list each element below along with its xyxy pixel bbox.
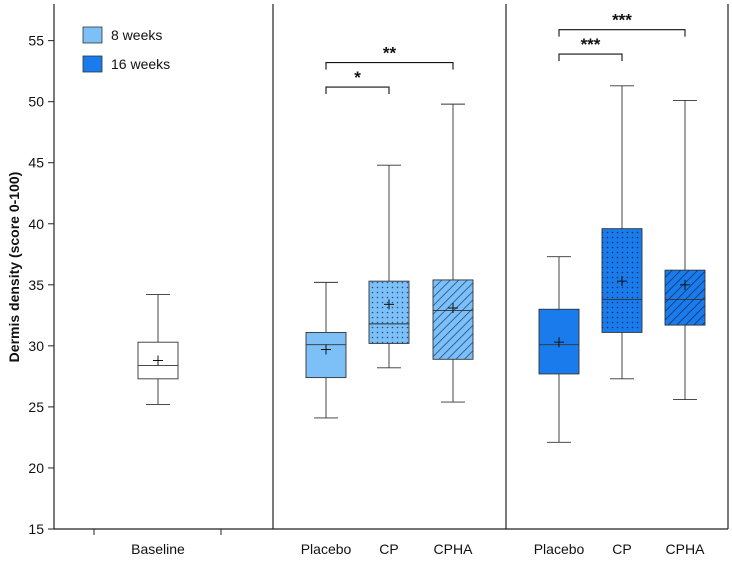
x-tick-label: Placebo	[534, 541, 585, 557]
box-iqr	[432, 279, 474, 360]
significance-label: **	[383, 44, 397, 63]
y-tick-label: 40	[28, 216, 44, 232]
box-iqr	[664, 269, 706, 326]
legend-label-8-weeks: 8 weeks	[111, 27, 162, 43]
significance-label: ***	[612, 11, 632, 30]
box-8-weeks-placebo	[305, 281, 347, 419]
y-tick-label: 15	[28, 521, 44, 537]
x-tick-label: Baseline	[131, 541, 185, 557]
legend-swatch-8-weeks	[82, 26, 103, 44]
y-axis-ticks: 15 20 25 30 35 40 45 50 55	[28, 33, 54, 537]
significance-bracket	[558, 53, 623, 62]
x-tick-label: CP	[612, 541, 631, 557]
y-tick-label: 55	[28, 33, 44, 49]
boxes	[137, 85, 706, 443]
y-tick-label: 35	[28, 277, 44, 293]
y-axis-label: Dermis density (score 0-100)	[6, 172, 22, 363]
significance-bracket	[325, 62, 454, 70]
box-8-weeks-cpha	[432, 103, 474, 403]
legend-swatch-16-weeks	[82, 55, 103, 73]
box-8-weeks-cp	[368, 164, 410, 369]
significance-bracket	[558, 29, 686, 37]
box-16-weeks-cpha	[664, 100, 706, 401]
x-tick-label: Placebo	[301, 541, 352, 557]
significance-label: ***	[581, 35, 601, 54]
box-iqr	[305, 331, 347, 379]
box-baseline-baseline	[137, 294, 179, 405]
x-tick-label: CPHA	[434, 541, 474, 557]
y-tick-label: 45	[28, 155, 44, 171]
x-tick-label: CPHA	[666, 541, 706, 557]
legend-label-16-weeks: 16 weeks	[111, 56, 170, 72]
significance-label: *	[354, 68, 361, 87]
box-16-weeks-cp	[601, 85, 643, 380]
x-axis-labels: Baseline Placebo CP CPHA Placebo CP CPHA	[131, 541, 705, 557]
significance-brackets: *** ******	[325, 11, 686, 95]
y-tick-label: 30	[28, 338, 44, 354]
box-16-weeks-placebo	[538, 256, 580, 443]
y-tick-label: 20	[28, 460, 44, 476]
legend: 8 weeks 16 weeks	[82, 26, 170, 73]
significance-bracket	[325, 86, 390, 95]
box-iqr	[368, 280, 410, 344]
x-tick-label: CP	[379, 541, 398, 557]
y-tick-label: 50	[28, 94, 44, 110]
y-tick-label: 25	[28, 399, 44, 415]
